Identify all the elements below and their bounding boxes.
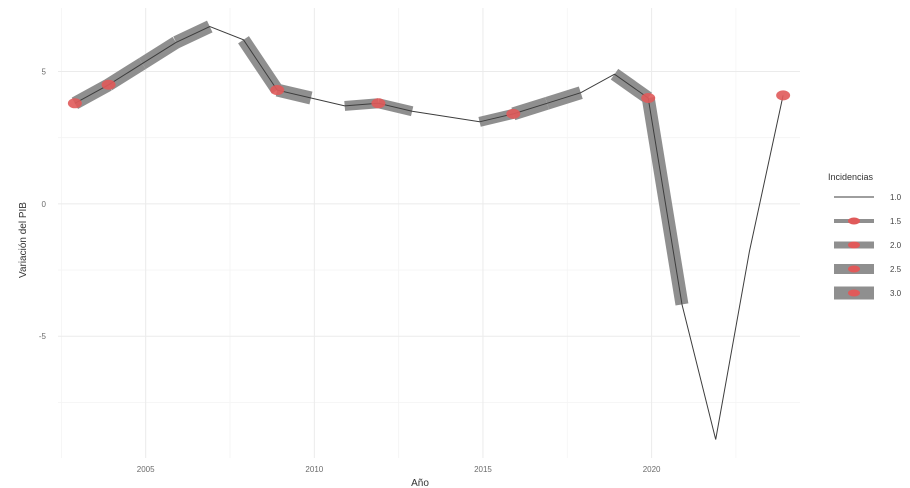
grid	[58, 8, 800, 458]
legend-point-swatch	[848, 218, 860, 225]
data-point	[776, 90, 790, 100]
legend: Incidencias 1.0 1.5 2.0 2.5 3.0	[828, 172, 902, 298]
series-points	[68, 80, 790, 119]
series-line	[75, 27, 783, 440]
y-tick-label: -5	[39, 332, 47, 341]
data-point	[68, 98, 82, 108]
legend-label: 2.0	[890, 241, 902, 250]
legend-point-swatch	[848, 266, 860, 273]
legend-items: 1.0 1.5 2.0 2.5 3.0	[834, 193, 902, 298]
legend-item: 2.5	[834, 265, 902, 274]
legend-title: Incidencias	[828, 172, 874, 182]
legend-item: 2.0	[834, 241, 902, 250]
y-axis-title: Variación del PIB	[18, 202, 29, 278]
y-tick-label: 0	[42, 200, 47, 209]
data-point	[270, 85, 284, 95]
gdp-line	[75, 27, 783, 440]
legend-label: 2.5	[890, 265, 902, 274]
data-point	[641, 93, 655, 103]
legend-label: 3.0	[890, 289, 902, 298]
data-point	[102, 80, 116, 90]
x-tick-label: 2020	[643, 465, 661, 474]
x-axis-title: Año	[411, 478, 429, 488]
legend-item: 1.0	[834, 193, 902, 202]
legend-item: 1.5	[834, 217, 902, 226]
x-tick-label: 2015	[474, 465, 492, 474]
x-axis-ticks: 2005 2010 2015 2020	[137, 465, 661, 474]
x-tick-label: 2010	[305, 465, 323, 474]
incidence-bands	[75, 27, 682, 305]
data-point	[506, 109, 520, 119]
legend-label: 1.5	[890, 217, 902, 226]
data-point	[371, 98, 385, 108]
legend-point-swatch	[848, 242, 860, 249]
y-tick-label: 5	[42, 68, 47, 77]
legend-item: 3.0	[834, 289, 902, 298]
legend-point-swatch	[848, 290, 860, 297]
x-tick-label: 2005	[137, 465, 155, 474]
y-axis-ticks: 5 0 -5	[39, 68, 47, 342]
legend-label: 1.0	[890, 193, 902, 202]
